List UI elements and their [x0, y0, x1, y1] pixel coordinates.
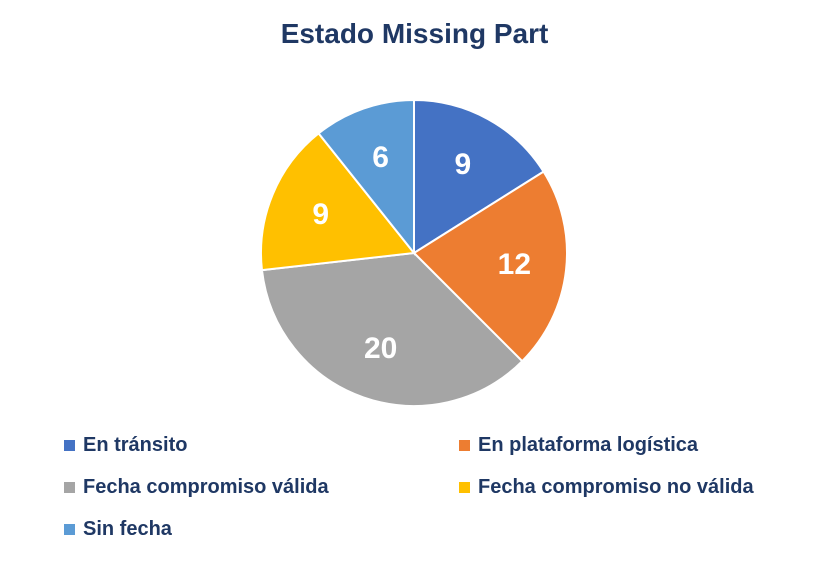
data-label-sin-fecha: 6	[372, 141, 389, 174]
data-label-fecha-compromiso-valida: 20	[364, 332, 397, 365]
pie-slice-en-plataforma-logistica	[412, 170, 568, 363]
data-label-fecha-compromiso-no-valida: 9	[312, 198, 329, 231]
pie-slice-en-transito	[413, 98, 545, 255]
chart-title: Estado Missing Part	[280, 18, 549, 49]
data-label-en-transito: 9	[455, 148, 472, 181]
pie-slice-sin-fecha	[317, 98, 415, 256]
pie-slice-fecha-compromiso-valida	[260, 251, 524, 407]
pie-data-labels: 9 12 20 9 6	[312, 141, 531, 365]
pie-slices	[260, 98, 568, 407]
pie-slice-fecha-compromiso-no-valida	[260, 131, 416, 272]
data-label-en-plataforma-logistica: 12	[498, 248, 531, 281]
